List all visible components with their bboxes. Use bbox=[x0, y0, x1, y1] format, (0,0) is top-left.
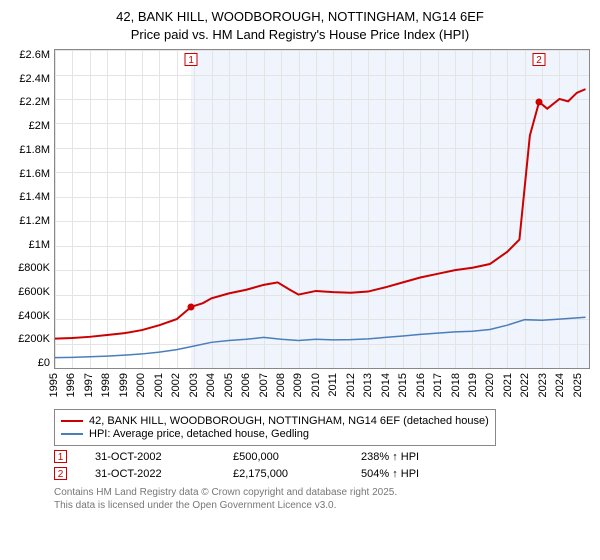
legend-swatch bbox=[61, 433, 83, 435]
y-tick-label: £1.6M bbox=[10, 168, 50, 180]
sale-row: 2 31-OCT-2022 £2,175,000 504% ↑ HPI bbox=[54, 467, 590, 480]
x-tick-label: 2020 bbox=[484, 373, 496, 397]
plot-area: £2.6M £2.4M £2.2M £2M £1.8M £1.6M £1.4M £1.2M £1… bbox=[10, 49, 590, 369]
x-tick-label: 2017 bbox=[432, 373, 444, 397]
y-tick-label: £1.8M bbox=[10, 144, 50, 156]
x-tick-label: 2024 bbox=[554, 373, 566, 397]
y-tick-label: £0 bbox=[10, 357, 50, 369]
sale-row: 1 31-OCT-2002 £500,000 238% ↑ HPI bbox=[54, 450, 590, 463]
x-axis: 1995199619971998199920002001200220032004… bbox=[54, 369, 590, 403]
y-tick-label: £1.2M bbox=[10, 215, 50, 227]
sale-row-marker: 1 bbox=[54, 450, 67, 463]
sale-change: 238% ↑ HPI bbox=[361, 451, 419, 463]
y-tick-label: £1.4M bbox=[10, 191, 50, 203]
y-tick-label: £400K bbox=[10, 310, 50, 322]
sale-price: £2,175,000 bbox=[233, 468, 333, 480]
y-tick-label: £600K bbox=[10, 286, 50, 298]
y-tick-label: £800K bbox=[10, 262, 50, 274]
sale-marker-2: 2 bbox=[533, 53, 546, 66]
y-tick-label: £2.4M bbox=[10, 73, 50, 85]
y-tick-label: £2M bbox=[10, 120, 50, 132]
chart-container: 42, BANK HILL, WOODBOROUGH, NOTTINGHAM, … bbox=[0, 0, 600, 516]
sale-dot-1 bbox=[188, 303, 195, 310]
x-tick-label: 2015 bbox=[397, 373, 409, 397]
legend-swatch bbox=[61, 420, 83, 422]
chart-title: 42, BANK HILL, WOODBOROUGH, NOTTINGHAM, … bbox=[10, 8, 590, 43]
x-tick-label: 2023 bbox=[537, 373, 549, 397]
attribution-line2: This data is licensed under the Open Gov… bbox=[54, 499, 590, 512]
x-tick-label: 2022 bbox=[519, 373, 531, 397]
y-tick-label: £2.6M bbox=[10, 49, 50, 61]
x-tick-label: 1997 bbox=[83, 373, 95, 397]
legend-label: HPI: Average price, detached house, Gedl… bbox=[89, 428, 309, 440]
x-tick-label: 2012 bbox=[345, 373, 357, 397]
sale-price: £500,000 bbox=[233, 451, 333, 463]
x-tick-label: 2005 bbox=[223, 373, 235, 397]
x-tick-label: 2016 bbox=[415, 373, 427, 397]
attribution-line1: Contains HM Land Registry data © Crown c… bbox=[54, 486, 590, 499]
x-tick-label: 2001 bbox=[153, 373, 165, 397]
x-tick-label: 2008 bbox=[275, 373, 287, 397]
sale-date: 31-OCT-2022 bbox=[95, 468, 205, 480]
sale-dot-2 bbox=[536, 99, 543, 106]
x-tick-label: 2013 bbox=[362, 373, 374, 397]
x-tick-label: 2009 bbox=[292, 373, 304, 397]
attribution: Contains HM Land Registry data © Crown c… bbox=[54, 486, 590, 512]
y-tick-label: £2.2M bbox=[10, 96, 50, 108]
x-tick-label: 2014 bbox=[380, 373, 392, 397]
sales-table: 1 31-OCT-2002 £500,000 238% ↑ HPI 2 31-OCT-20… bbox=[54, 450, 590, 480]
x-tick-label: 2002 bbox=[170, 373, 182, 397]
legend: 42, BANK HILL, WOODBOROUGH, NOTTINGHAM, … bbox=[54, 409, 496, 446]
x-tick-label: 1998 bbox=[100, 373, 112, 397]
x-tick-label: 2025 bbox=[572, 373, 584, 397]
legend-item: HPI: Average price, detached house, Gedl… bbox=[61, 428, 489, 440]
x-tick-label: 2011 bbox=[327, 373, 339, 397]
x-tick-label: 2018 bbox=[450, 373, 462, 397]
x-tick-label: 2010 bbox=[310, 373, 322, 397]
x-tick-label: 2006 bbox=[240, 373, 252, 397]
legend-label: 42, BANK HILL, WOODBOROUGH, NOTTINGHAM, … bbox=[89, 415, 489, 427]
sale-marker-1: 1 bbox=[185, 53, 198, 66]
x-tick-label: 1995 bbox=[48, 373, 60, 397]
sale-row-marker: 2 bbox=[54, 467, 67, 480]
x-tick-label: 2004 bbox=[205, 373, 217, 397]
series-hpi bbox=[55, 317, 586, 357]
plot: 12 bbox=[54, 49, 590, 369]
x-tick-label: 2021 bbox=[502, 373, 514, 397]
y-axis: £2.6M £2.4M £2.2M £2M £1.8M £1.6M £1.4M £1.2M £1… bbox=[10, 49, 54, 369]
series-property bbox=[55, 89, 586, 339]
title-subtitle: Price paid vs. HM Land Registry's House … bbox=[10, 26, 590, 44]
legend-item: 42, BANK HILL, WOODBOROUGH, NOTTINGHAM, … bbox=[61, 415, 489, 427]
title-address: 42, BANK HILL, WOODBOROUGH, NOTTINGHAM, … bbox=[10, 8, 590, 26]
line-layer bbox=[55, 50, 589, 368]
x-tick-label: 1999 bbox=[118, 373, 130, 397]
x-tick-label: 2019 bbox=[467, 373, 479, 397]
x-tick-label: 2007 bbox=[258, 373, 270, 397]
x-tick-label: 1996 bbox=[65, 373, 77, 397]
sale-change: 504% ↑ HPI bbox=[361, 468, 419, 480]
y-tick-label: £1M bbox=[10, 239, 50, 251]
y-tick-label: £200K bbox=[10, 333, 50, 345]
sale-date: 31-OCT-2002 bbox=[95, 451, 205, 463]
x-tick-label: 2003 bbox=[188, 373, 200, 397]
x-tick-label: 2000 bbox=[135, 373, 147, 397]
